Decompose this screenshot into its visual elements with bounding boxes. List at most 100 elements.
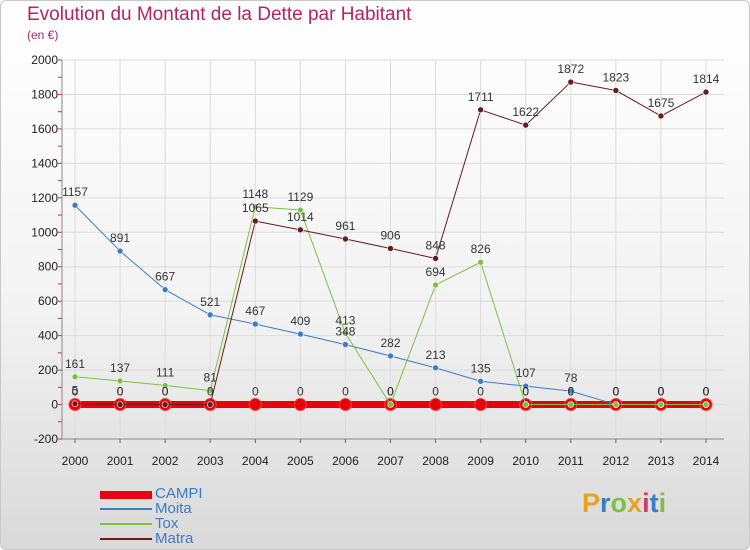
y-tick-label: 1400 <box>31 156 58 170</box>
data-label-matra: 906 <box>380 228 400 242</box>
data-point-campi <box>338 398 352 412</box>
data-point-matra <box>206 401 214 408</box>
data-point-moita <box>432 364 439 372</box>
data-label-tox: 161 <box>65 357 85 371</box>
legend-swatch-moita <box>100 508 152 510</box>
data-label-moita: 0 <box>613 385 620 399</box>
data-point-tox <box>522 401 530 408</box>
data-point-tox <box>387 401 394 408</box>
data-point-matra <box>161 401 169 408</box>
data-point-campi <box>293 398 307 412</box>
data-label-moita: 135 <box>471 361 491 375</box>
x-tick-label: 2013 <box>648 454 675 468</box>
series-group <box>68 78 713 412</box>
data-label-tox: 111 <box>156 365 175 379</box>
data-label-moita: 282 <box>380 336 400 350</box>
data-label-moita: 1157 <box>62 185 88 199</box>
logo-letter: x <box>627 488 643 518</box>
proxiti-logo: Proxiti <box>582 488 666 519</box>
data-point-moita <box>206 311 214 319</box>
data-label-campi: 0 <box>297 385 304 399</box>
data-point-matra <box>342 235 349 243</box>
data-point-campi <box>474 398 488 412</box>
data-label-campi: 0 <box>252 385 259 399</box>
data-point-tox <box>432 281 439 289</box>
data-label-matra: 961 <box>335 219 355 233</box>
data-label-campi: 0 <box>703 385 710 399</box>
data-point-matra <box>657 112 665 120</box>
logo-letter: r <box>600 488 611 518</box>
y-tick-label: 1800 <box>31 87 58 101</box>
x-tick-label: 2001 <box>107 454 134 468</box>
data-label-matra: 1622 <box>512 105 539 119</box>
data-label-moita: 891 <box>110 231 130 245</box>
data-label-campi: 0 <box>613 385 620 399</box>
x-tick-label: 2000 <box>62 454 89 468</box>
data-point-moita <box>116 247 124 255</box>
data-label-moita: 467 <box>245 304 265 318</box>
data-label-moita: 213 <box>426 348 446 362</box>
data-point-matra <box>477 106 484 114</box>
data-point-campi <box>248 398 262 412</box>
data-label-matra: 1823 <box>603 70 630 84</box>
data-label-moita: 107 <box>516 366 536 380</box>
data-label-matra: 1814 <box>693 72 720 86</box>
data-point-matra <box>702 88 710 96</box>
data-label-moita: 667 <box>155 270 175 284</box>
data-point-tox <box>477 258 484 266</box>
data-point-tox <box>567 401 575 408</box>
data-label-campi: 0 <box>342 385 349 399</box>
data-label-matra: 0 <box>162 385 169 399</box>
data-label-matra: 1014 <box>287 210 314 224</box>
data-label-tox: 0 <box>703 385 710 399</box>
x-tick-label: 2005 <box>287 454 314 468</box>
data-label-campi: 0 <box>477 385 484 399</box>
x-tick-label: 2006 <box>332 454 359 468</box>
y-tick-label: 1000 <box>31 225 58 239</box>
x-tick-label: 2007 <box>377 454 404 468</box>
axes: -200020040060080010001200140016001800200… <box>31 53 724 468</box>
data-point-matra <box>432 255 439 262</box>
data-label-tox: 826 <box>471 242 491 256</box>
data-label-tox: 81 <box>204 371 218 385</box>
grid <box>62 59 724 440</box>
data-point-matra <box>251 217 259 225</box>
data-point-tox <box>251 203 259 211</box>
data-point-tox <box>116 377 124 385</box>
data-point-tox <box>161 382 169 389</box>
y-tick-label: 600 <box>38 294 58 308</box>
data-label-tox: 0 <box>658 385 665 399</box>
data-point-tox <box>342 330 349 337</box>
data-label-campi: 0 <box>117 385 124 399</box>
data-label-campi: 0 <box>658 385 665 399</box>
data-label-tox: 1129 <box>287 190 313 204</box>
data-label-matra: 0 <box>207 385 214 399</box>
data-point-moita <box>387 352 394 360</box>
x-tick-label: 2008 <box>422 454 449 468</box>
logo-letter: o <box>610 488 628 518</box>
data-point-tox <box>657 401 665 408</box>
logo-letter: i <box>642 488 650 518</box>
data-point-moita <box>251 320 259 328</box>
data-point-matra <box>71 400 79 407</box>
y-tick-label: 0 <box>51 398 58 412</box>
data-point-matra <box>297 226 304 234</box>
data-label-matra: 5 <box>72 384 79 398</box>
logo-letter: t <box>649 488 659 518</box>
data-label-matra: 1675 <box>648 96 675 110</box>
data-point-moita <box>161 286 169 293</box>
x-tick-label: 2012 <box>603 454 630 468</box>
legend-label-matra: Matra <box>155 530 194 547</box>
data-point-moita <box>297 330 304 338</box>
data-point-moita <box>477 377 484 385</box>
y-tick-label: 2000 <box>31 53 58 67</box>
x-tick-label: 2011 <box>558 454 584 468</box>
data-point-tox <box>71 373 79 381</box>
data-label-tox: 0 <box>522 385 529 399</box>
data-label-campi: 0 <box>162 385 169 399</box>
data-point-matra <box>116 401 124 408</box>
data-point-moita <box>567 387 575 395</box>
legend-label-campi: CAMPI <box>155 485 203 502</box>
